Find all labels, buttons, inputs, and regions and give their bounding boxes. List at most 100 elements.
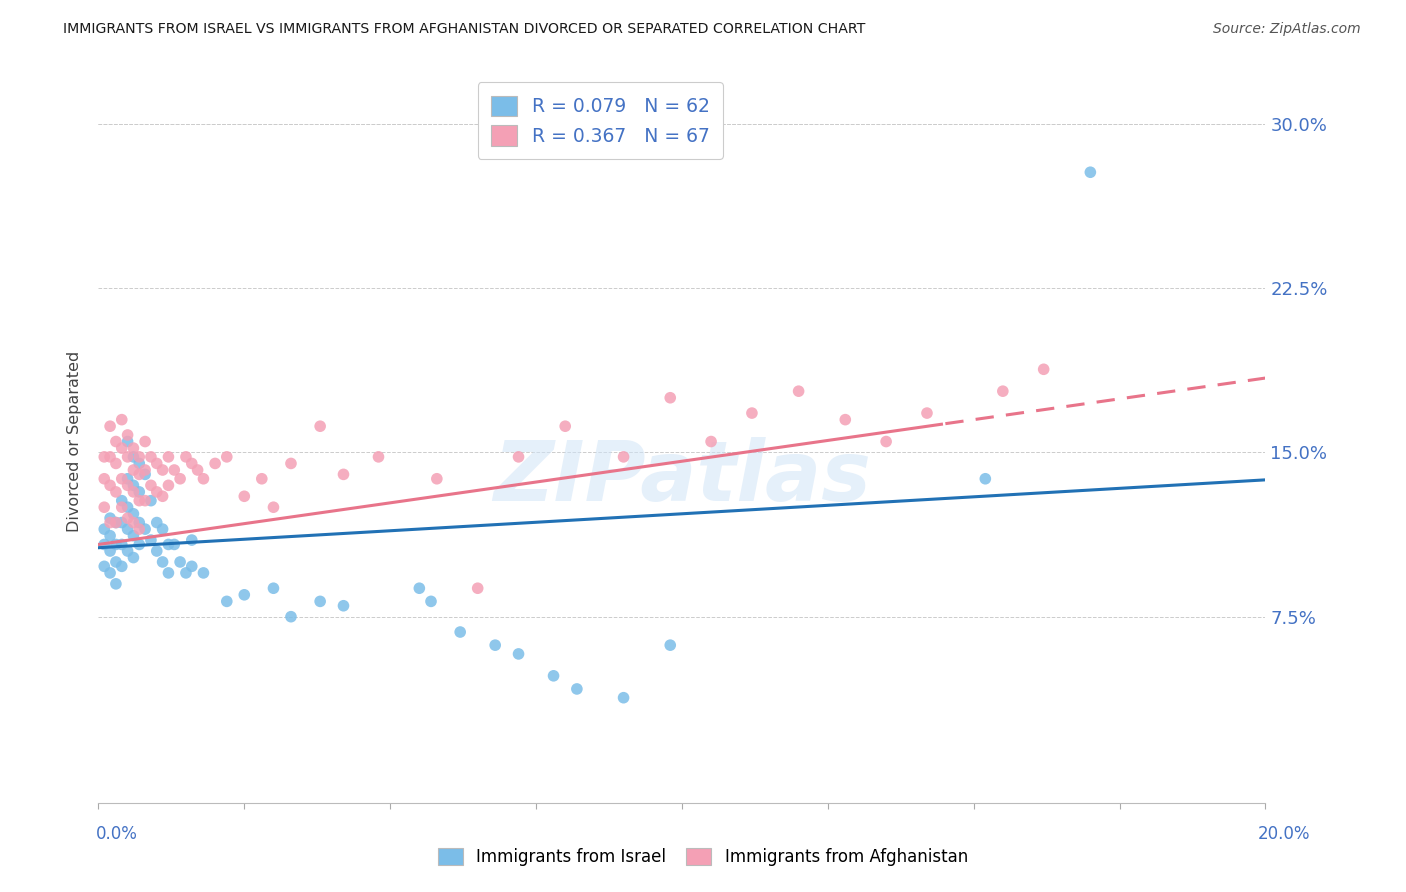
Point bbox=[122, 450, 145, 464]
Point bbox=[111, 537, 134, 551]
Point bbox=[180, 559, 202, 574]
Text: IMMIGRANTS FROM ISRAEL VS IMMIGRANTS FROM AFGHANISTAN DIVORCED OR SEPARATED CORR: IMMIGRANTS FROM ISRAEL VS IMMIGRANTS FRO… bbox=[63, 22, 866, 37]
Point bbox=[117, 428, 139, 442]
Point bbox=[152, 522, 174, 536]
Point bbox=[565, 681, 588, 696]
Point bbox=[134, 467, 156, 482]
Point bbox=[111, 500, 134, 515]
Point bbox=[659, 638, 682, 652]
Legend: Immigrants from Israel, Immigrants from Afghanistan: Immigrants from Israel, Immigrants from … bbox=[432, 841, 974, 873]
Point bbox=[262, 500, 284, 515]
Point bbox=[174, 566, 197, 580]
Point bbox=[233, 489, 256, 503]
Text: 20.0%: 20.0% bbox=[1258, 825, 1310, 843]
Point bbox=[111, 516, 134, 530]
Point bbox=[117, 500, 139, 515]
Point bbox=[1032, 362, 1054, 376]
Point bbox=[426, 472, 449, 486]
Point bbox=[111, 412, 134, 426]
Point bbox=[420, 594, 443, 608]
Point bbox=[612, 450, 634, 464]
Point bbox=[122, 478, 145, 492]
Legend: R = 0.079   N = 62, R = 0.367   N = 67: R = 0.079 N = 62, R = 0.367 N = 67 bbox=[478, 82, 723, 159]
Point bbox=[128, 522, 150, 536]
Point bbox=[152, 489, 174, 503]
Point bbox=[508, 647, 530, 661]
Point bbox=[1080, 165, 1102, 179]
Point bbox=[163, 537, 186, 551]
Point bbox=[204, 457, 226, 471]
Point bbox=[280, 457, 302, 471]
Point bbox=[122, 484, 145, 499]
Point bbox=[122, 441, 145, 455]
Point bbox=[122, 529, 145, 543]
Point bbox=[134, 463, 156, 477]
Point bbox=[139, 533, 162, 547]
Point bbox=[834, 412, 856, 426]
Point bbox=[134, 522, 156, 536]
Point bbox=[875, 434, 897, 449]
Point bbox=[98, 529, 121, 543]
Point bbox=[449, 625, 471, 640]
Point bbox=[139, 478, 162, 492]
Point bbox=[128, 450, 150, 464]
Point bbox=[215, 450, 238, 464]
Point bbox=[98, 478, 121, 492]
Point bbox=[111, 441, 134, 455]
Point bbox=[93, 450, 115, 464]
Point bbox=[187, 463, 209, 477]
Point bbox=[180, 533, 202, 547]
Point bbox=[250, 472, 273, 486]
Point bbox=[104, 434, 127, 449]
Point bbox=[508, 450, 530, 464]
Point bbox=[104, 537, 127, 551]
Point bbox=[104, 457, 127, 471]
Y-axis label: Divorced or Separated: Divorced or Separated bbox=[67, 351, 83, 533]
Point bbox=[233, 588, 256, 602]
Point bbox=[93, 472, 115, 486]
Point bbox=[146, 544, 169, 558]
Point bbox=[98, 511, 121, 525]
Point bbox=[332, 599, 354, 613]
Point bbox=[309, 419, 332, 434]
Point bbox=[128, 467, 150, 482]
Point bbox=[193, 566, 215, 580]
Point bbox=[169, 472, 191, 486]
Point bbox=[128, 493, 150, 508]
Point bbox=[180, 457, 202, 471]
Point bbox=[163, 463, 186, 477]
Point bbox=[367, 450, 389, 464]
Point bbox=[280, 609, 302, 624]
Point bbox=[111, 493, 134, 508]
Point bbox=[787, 384, 810, 399]
Point bbox=[98, 516, 121, 530]
Point bbox=[98, 544, 121, 558]
Point bbox=[332, 467, 354, 482]
Point bbox=[104, 516, 127, 530]
Point bbox=[991, 384, 1014, 399]
Point bbox=[152, 463, 174, 477]
Point bbox=[612, 690, 634, 705]
Point bbox=[122, 463, 145, 477]
Point bbox=[543, 669, 565, 683]
Point bbox=[309, 594, 332, 608]
Point bbox=[104, 577, 127, 591]
Point bbox=[974, 472, 997, 486]
Point bbox=[111, 472, 134, 486]
Point bbox=[157, 566, 180, 580]
Point bbox=[741, 406, 763, 420]
Point bbox=[104, 555, 127, 569]
Point bbox=[128, 457, 150, 471]
Point bbox=[915, 406, 938, 420]
Text: ZIPatlas: ZIPatlas bbox=[494, 437, 870, 518]
Point bbox=[128, 537, 150, 551]
Point bbox=[128, 516, 150, 530]
Point bbox=[117, 434, 139, 449]
Point bbox=[98, 566, 121, 580]
Point bbox=[174, 450, 197, 464]
Point bbox=[146, 457, 169, 471]
Point bbox=[122, 550, 145, 565]
Point bbox=[117, 478, 139, 492]
Point bbox=[98, 419, 121, 434]
Point bbox=[554, 419, 576, 434]
